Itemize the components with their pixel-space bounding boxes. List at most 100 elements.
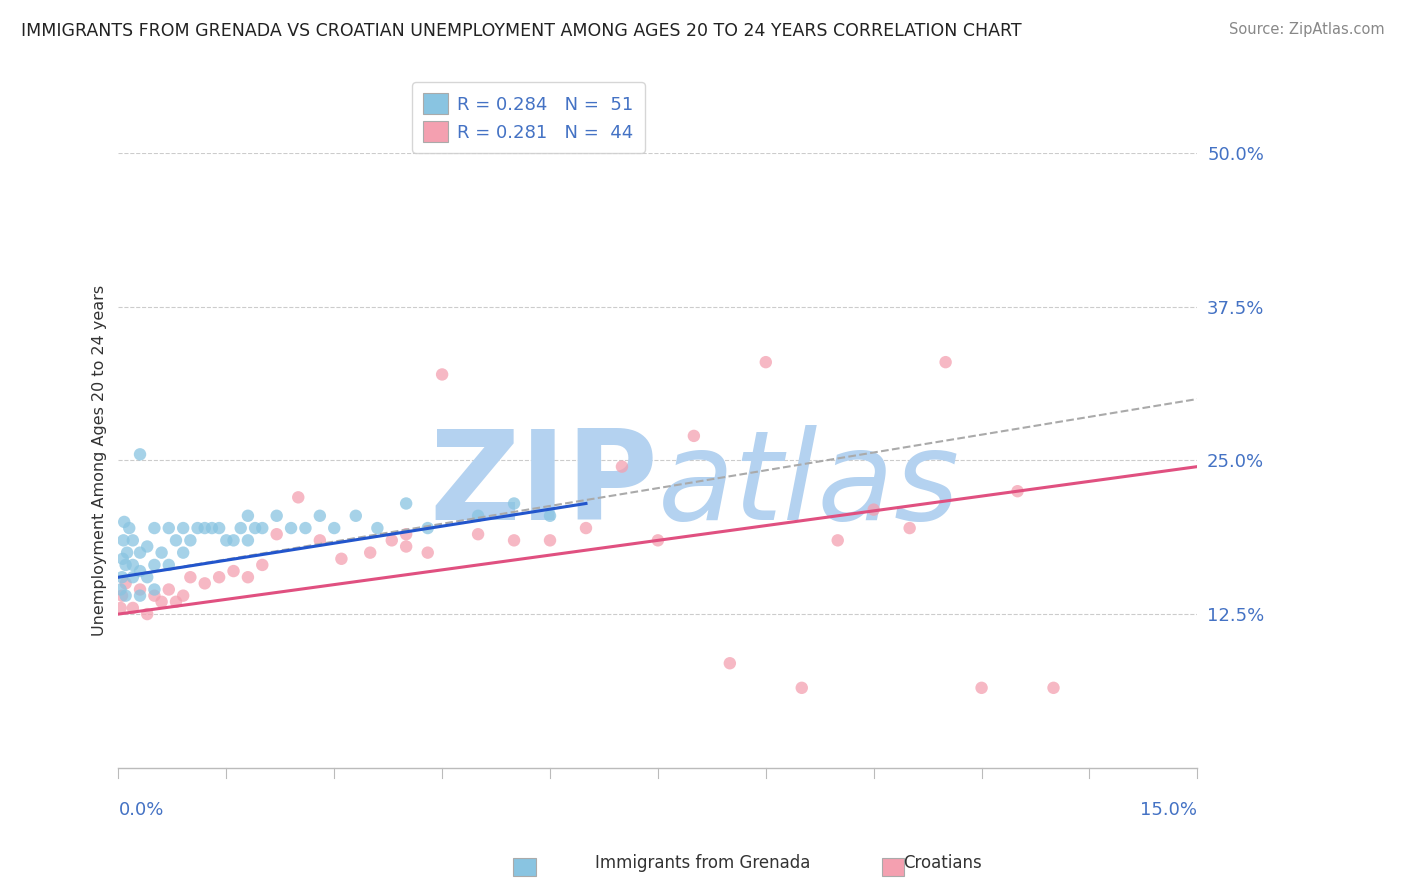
Point	[467, 527, 489, 541]
Point	[381, 533, 404, 548]
Point	[115, 546, 138, 560]
Point	[194, 576, 217, 591]
Point	[143, 558, 166, 572]
Point	[143, 582, 166, 597]
Point	[129, 546, 152, 560]
Point	[136, 540, 159, 554]
Point	[266, 527, 288, 541]
Point	[110, 582, 132, 597]
Point	[280, 521, 302, 535]
Point	[121, 533, 143, 548]
Point	[503, 496, 526, 510]
Point	[344, 508, 367, 523]
Point	[118, 521, 141, 535]
Point	[308, 533, 330, 548]
Point	[136, 570, 159, 584]
Point	[294, 521, 316, 535]
Point	[308, 508, 330, 523]
Point	[287, 491, 309, 505]
Point	[129, 582, 152, 597]
Point	[215, 533, 238, 548]
Point	[718, 657, 741, 671]
Point	[575, 521, 598, 535]
Point	[172, 589, 194, 603]
Point	[114, 558, 136, 572]
Point	[150, 546, 173, 560]
Text: 15.0%: 15.0%	[1140, 802, 1198, 820]
Point	[129, 564, 152, 578]
Point	[1007, 484, 1029, 499]
Point	[121, 558, 143, 572]
Point	[252, 521, 274, 535]
Point	[172, 546, 194, 560]
Point	[172, 521, 194, 535]
Point	[970, 681, 993, 695]
Point	[862, 502, 884, 516]
Point	[114, 589, 136, 603]
Point	[236, 533, 259, 548]
Point	[111, 551, 134, 566]
Point	[129, 447, 152, 461]
Point	[538, 508, 561, 523]
Point	[416, 521, 439, 535]
Point	[647, 533, 669, 548]
Point	[136, 607, 159, 621]
Point	[252, 558, 274, 572]
Point	[112, 515, 135, 529]
Point	[111, 589, 134, 603]
Point	[898, 521, 921, 535]
Point	[755, 355, 778, 369]
Point	[266, 508, 288, 523]
Point	[330, 551, 353, 566]
Point	[208, 521, 231, 535]
Point	[187, 521, 209, 535]
Point	[201, 521, 224, 535]
Point	[143, 589, 166, 603]
Point	[1042, 681, 1064, 695]
Point	[243, 521, 266, 535]
Point	[165, 595, 187, 609]
Point	[503, 533, 526, 548]
Text: ZIP: ZIP	[429, 425, 658, 546]
Text: Croatians: Croatians	[903, 855, 981, 872]
Point	[179, 570, 201, 584]
Point	[366, 521, 388, 535]
Point	[150, 595, 173, 609]
Point	[110, 601, 132, 615]
Point	[467, 508, 489, 523]
Point	[430, 368, 453, 382]
Point	[935, 355, 957, 369]
Point	[121, 570, 143, 584]
Y-axis label: Unemployment Among Ages 20 to 24 years: Unemployment Among Ages 20 to 24 years	[93, 285, 107, 636]
Point	[416, 546, 439, 560]
Point	[114, 576, 136, 591]
Point	[157, 558, 180, 572]
Point	[112, 533, 135, 548]
Text: Immigrants from Grenada: Immigrants from Grenada	[595, 855, 811, 872]
Point	[790, 681, 813, 695]
Point	[683, 429, 706, 443]
Point	[236, 508, 259, 523]
Point	[610, 459, 633, 474]
Point	[143, 521, 166, 535]
Point	[222, 533, 245, 548]
Point	[194, 521, 217, 535]
Text: atlas: atlas	[658, 425, 960, 546]
Point	[395, 527, 418, 541]
Point	[165, 533, 187, 548]
Legend: R = 0.284   N =  51, R = 0.281   N =  44: R = 0.284 N = 51, R = 0.281 N = 44	[412, 82, 644, 153]
Point	[111, 570, 134, 584]
Point	[395, 540, 418, 554]
Point	[538, 533, 561, 548]
Point	[827, 533, 849, 548]
Point	[236, 570, 259, 584]
Text: 0.0%: 0.0%	[118, 802, 165, 820]
Point	[229, 521, 252, 535]
Text: Source: ZipAtlas.com: Source: ZipAtlas.com	[1229, 22, 1385, 37]
Point	[157, 521, 180, 535]
Point	[395, 496, 418, 510]
Point	[121, 601, 143, 615]
Point	[129, 589, 152, 603]
Point	[157, 582, 180, 597]
Point	[179, 533, 201, 548]
